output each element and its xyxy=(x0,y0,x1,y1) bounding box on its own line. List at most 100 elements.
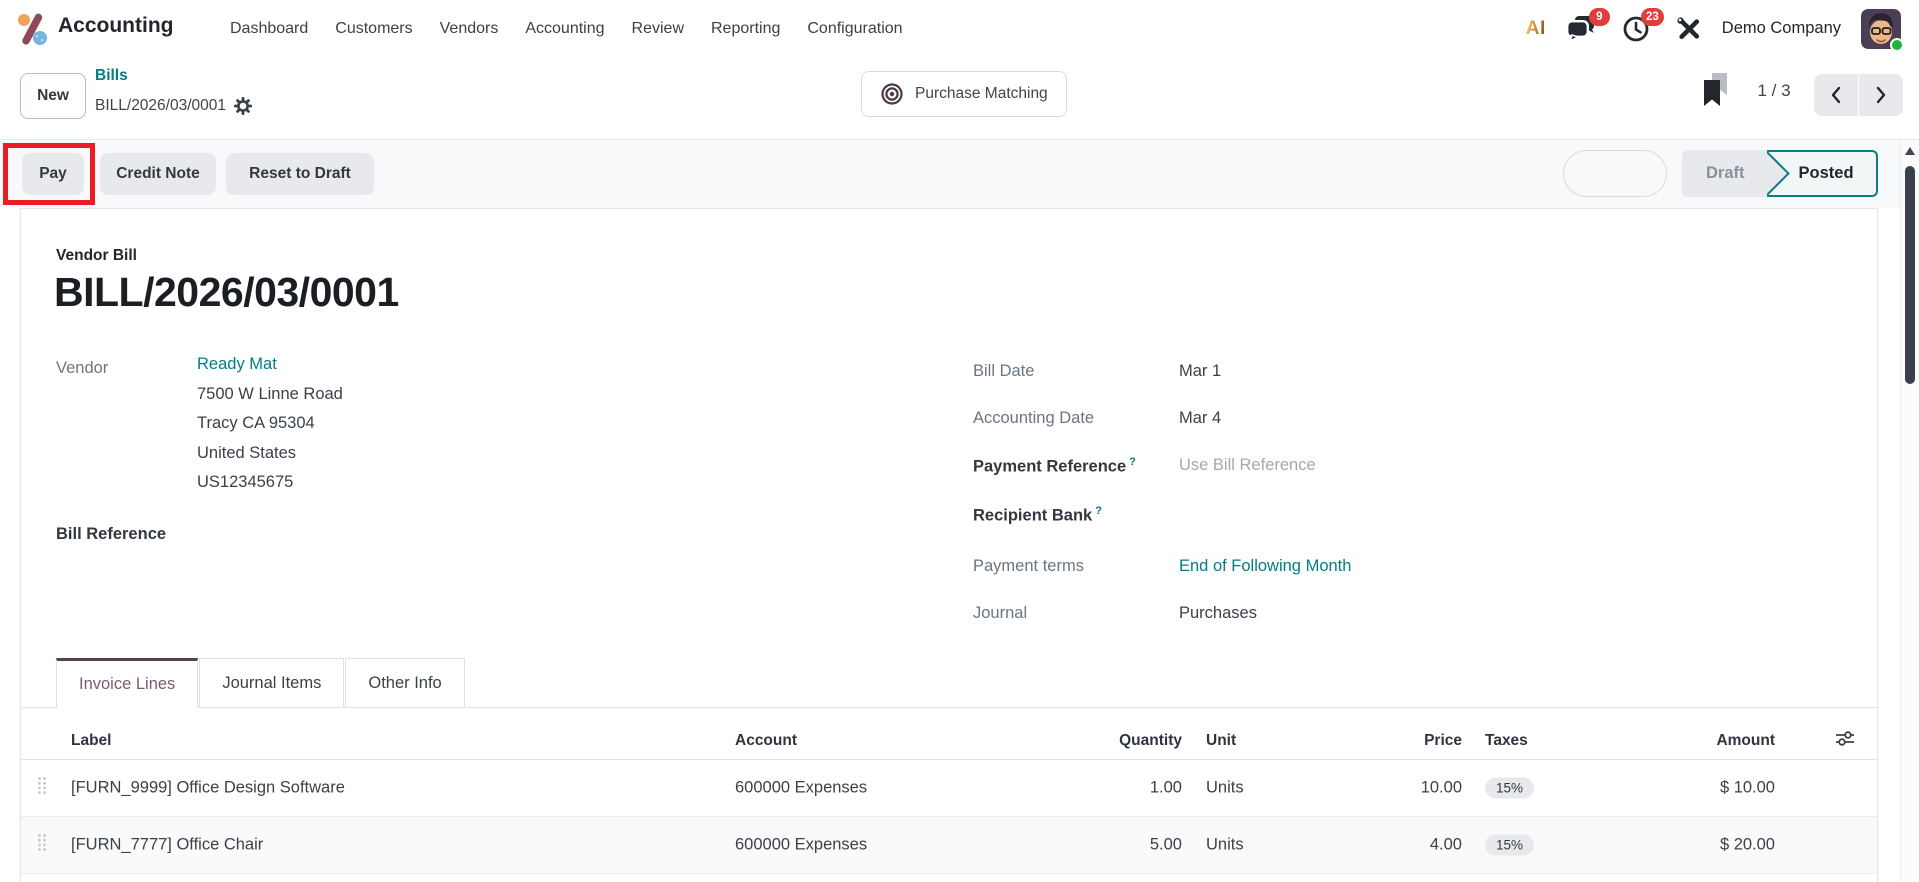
col-price[interactable]: Price xyxy=(1424,732,1462,749)
purchase-matching-button[interactable]: Purchase Matching xyxy=(861,71,1067,117)
tax-badge: 15% xyxy=(1485,834,1535,856)
bookmark-icon[interactable] xyxy=(1700,73,1730,107)
reset-to-draft-button[interactable]: Reset to Draft xyxy=(226,153,374,195)
pager-previous-button[interactable] xyxy=(1814,74,1858,116)
tab-invoice-lines[interactable]: Invoice Lines xyxy=(56,658,199,708)
user-avatar[interactable] xyxy=(1861,8,1904,52)
nav-right-cluster: AI 9 23 xyxy=(1525,0,1904,57)
bill-number-title: BILL/2026/03/0001 xyxy=(54,269,399,315)
pager-next-button[interactable] xyxy=(1859,74,1903,116)
bill-form-sheet: Vendor Bill BILL/2026/03/0001 Vendor Rea… xyxy=(20,208,1878,882)
bill-date-value[interactable]: Mar 1 xyxy=(1179,362,1222,380)
col-quantity[interactable]: Quantity xyxy=(1119,732,1182,749)
optional-columns-icon[interactable] xyxy=(1835,731,1855,752)
line-account: 600000 Expenses xyxy=(735,835,868,854)
form-status-bar: Pay Credit Note Reset to Draft Draft Pos… xyxy=(0,140,1900,208)
line-unit-link[interactable]: Units xyxy=(1206,835,1244,854)
col-unit[interactable]: Unit xyxy=(1206,732,1237,749)
vendor-country: United States xyxy=(197,443,297,462)
invoice-lines-table: Label Account Quantity Unit Price Taxes … xyxy=(21,723,1877,882)
line-taxes: 15% xyxy=(1485,834,1535,856)
breadcrumb: BILL/2026/03/0001 xyxy=(95,97,253,115)
nav-item-customers[interactable]: Customers xyxy=(335,19,413,37)
odoo-accounting-logo-icon[interactable] xyxy=(14,11,50,47)
invoice-line-row-partial xyxy=(21,874,1877,882)
status-empty-pill xyxy=(1563,150,1667,197)
state-posted[interactable]: Posted xyxy=(1766,150,1878,197)
bill-date-label: Bill Date xyxy=(973,362,1035,380)
bill-reference-label: Bill Reference xyxy=(56,525,167,543)
chat-bubbles-icon xyxy=(1565,16,1594,42)
payment-reference-field[interactable]: Use Bill Reference xyxy=(1179,456,1316,474)
col-taxes[interactable]: Taxes xyxy=(1485,732,1528,749)
col-account[interactable]: Account xyxy=(735,732,797,749)
col-amount[interactable]: Amount xyxy=(1716,732,1775,749)
breadcrumb-bills-link[interactable]: Bills xyxy=(95,67,128,84)
nav-item-accounting[interactable]: Accounting xyxy=(525,19,605,37)
nav-item-vendors[interactable]: Vendors xyxy=(439,19,499,37)
nav-item-dashboard[interactable]: Dashboard xyxy=(230,19,309,37)
invoice-line-row[interactable]: [FURN_9999] Office Design Software 60000… xyxy=(21,760,1877,817)
nav-item-configuration[interactable]: Configuration xyxy=(807,19,903,37)
drag-handle-icon[interactable] xyxy=(37,834,47,857)
line-account: 600000 Expenses xyxy=(735,778,868,797)
help-icon[interactable]: ? xyxy=(1129,456,1136,468)
nav-item-review[interactable]: Review xyxy=(631,19,684,37)
settings-gear-icon[interactable] xyxy=(234,97,253,115)
journal-value[interactable]: Purchases xyxy=(1179,604,1257,622)
vertical-scrollbar[interactable] xyxy=(1900,140,1919,882)
line-price: 4.00 xyxy=(1429,835,1462,854)
activities-button[interactable]: 23 xyxy=(1622,7,1664,43)
line-quantity: 5.00 xyxy=(1149,835,1182,854)
vendor-vat: US12345675 xyxy=(197,473,294,491)
activities-badge: 23 xyxy=(1640,7,1664,26)
help-icon[interactable]: ? xyxy=(1095,505,1102,517)
tab-other-info[interactable]: Other Info xyxy=(345,658,465,707)
vendor-street: 7500 W Linne Road xyxy=(197,384,343,403)
clock-icon xyxy=(1623,16,1649,41)
line-amount: $ 20.00 xyxy=(1719,835,1775,854)
document-type-label: Vendor Bill xyxy=(56,247,137,264)
vendor-label: Vendor xyxy=(56,359,109,377)
new-button[interactable]: New xyxy=(20,73,86,119)
line-label: [FURN_7777] Office Chair xyxy=(71,835,264,854)
invoice-line-row[interactable]: [FURN_7777] Office Chair 600000 Expenses… xyxy=(21,817,1877,874)
state-ribbon: Draft Posted xyxy=(1682,150,1878,197)
recipient-bank-label: Recipient Bank? xyxy=(973,505,1102,526)
tab-journal-items[interactable]: Journal Items xyxy=(199,658,345,707)
nav-item-reporting[interactable]: Reporting xyxy=(711,19,781,37)
journal-label: Journal xyxy=(973,604,1028,622)
breadcrumb-current: BILL/2026/03/0001 xyxy=(95,97,227,114)
vendor-name-link[interactable]: Ready Mat xyxy=(197,355,277,373)
accounting-date-label: Accounting Date xyxy=(973,409,1095,427)
payment-reference-label: Payment Reference? xyxy=(973,456,1136,477)
line-price: 10.00 xyxy=(1420,778,1462,797)
line-label: [FURN_9999] Office Design Software xyxy=(71,778,345,797)
notebook-tabs: Invoice Lines Journal Items Other Info xyxy=(21,658,1877,708)
drag-handle-icon[interactable] xyxy=(37,777,47,800)
state-draft[interactable]: Draft xyxy=(1706,164,1745,182)
table-header-row: Label Account Quantity Unit Price Taxes … xyxy=(21,723,1877,760)
payment-terms-value[interactable]: End of Following Month xyxy=(1179,557,1352,575)
online-status-dot xyxy=(1890,37,1904,52)
control-panel: New Bills BILL/2026/03/0001 xyxy=(0,57,1919,140)
messages-button[interactable]: 9 xyxy=(1565,8,1610,42)
accounting-date-value[interactable]: Mar 4 xyxy=(1179,409,1222,427)
line-unit-link[interactable]: Units xyxy=(1206,778,1244,797)
credit-note-button[interactable]: Credit Note xyxy=(100,153,216,195)
scrollbar-up-arrow[interactable] xyxy=(1905,147,1915,155)
ai-assistant-icon[interactable]: AI xyxy=(1525,17,1546,39)
tax-badge: 15% xyxy=(1485,777,1535,799)
col-label[interactable]: Label xyxy=(71,732,112,749)
bullseye-icon xyxy=(880,82,904,106)
pay-button[interactable]: Pay xyxy=(22,153,84,195)
chevron-right-icon xyxy=(1876,86,1886,104)
chevron-left-icon xyxy=(1831,86,1841,104)
line-taxes: 15% xyxy=(1485,777,1535,799)
debug-tools-icon[interactable] xyxy=(1676,16,1702,42)
payment-terms-label: Payment terms xyxy=(973,557,1084,575)
app-title[interactable]: Accounting xyxy=(58,14,174,37)
company-switcher[interactable]: Demo Company xyxy=(1721,19,1841,37)
scrollbar-thumb[interactable] xyxy=(1905,166,1915,384)
